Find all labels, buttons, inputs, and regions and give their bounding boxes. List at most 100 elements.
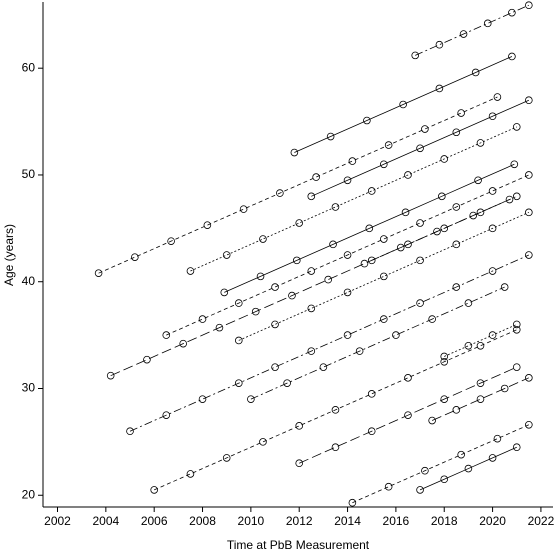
data-point <box>488 267 497 275</box>
y-tick-label: 20 <box>22 487 36 501</box>
data-point <box>428 416 436 425</box>
data-point <box>198 395 207 403</box>
series-line <box>415 4 529 56</box>
data-point <box>396 243 405 252</box>
data-point <box>186 267 195 275</box>
data-point <box>222 251 231 259</box>
data-point <box>380 235 388 243</box>
y-tick-label: 30 <box>22 381 36 395</box>
data-point <box>319 363 328 371</box>
data-point <box>416 299 424 307</box>
data-point <box>380 160 388 169</box>
data-point <box>234 299 243 307</box>
data-point <box>307 192 316 201</box>
data-point <box>276 189 284 197</box>
data-point <box>440 395 449 403</box>
data-point <box>500 384 509 393</box>
data-point <box>416 219 424 227</box>
data-point <box>203 221 212 229</box>
data-point <box>331 203 340 211</box>
y-axis-label: Age (years) <box>2 224 16 286</box>
data-point <box>234 336 243 345</box>
data-point <box>143 355 151 364</box>
data-point <box>452 128 461 137</box>
data-point <box>367 427 376 435</box>
data-point <box>198 315 207 323</box>
y-tick-label: 40 <box>22 274 36 288</box>
data-point <box>493 93 502 101</box>
data-point <box>251 307 260 316</box>
data-point <box>343 331 352 339</box>
data-point <box>483 19 492 28</box>
data-point <box>525 208 533 217</box>
data-point <box>162 331 171 339</box>
data-point <box>505 195 514 204</box>
data-point <box>271 363 279 371</box>
data-point <box>452 203 461 211</box>
data-point <box>150 486 158 494</box>
data-point <box>365 224 374 233</box>
data-point <box>512 192 521 201</box>
x-tick-label: 2006 <box>141 514 168 528</box>
data-point <box>307 267 316 275</box>
data-point <box>222 454 231 462</box>
data-point <box>312 173 320 181</box>
series-line <box>352 424 529 504</box>
series-line <box>294 56 513 153</box>
data-point <box>343 288 352 297</box>
series-line <box>431 377 529 421</box>
data-point <box>435 84 444 93</box>
data-point <box>329 240 337 249</box>
data-point <box>367 187 376 195</box>
data-point <box>440 224 449 233</box>
data-point <box>500 283 509 291</box>
data-point <box>421 466 429 475</box>
data-point <box>510 160 519 169</box>
data-point <box>512 123 521 131</box>
series-line <box>190 126 517 272</box>
data-point <box>106 371 115 380</box>
data-point <box>488 331 497 339</box>
data-point <box>464 341 473 350</box>
data-point <box>384 141 393 149</box>
data-point <box>416 144 424 153</box>
data-point <box>404 171 412 179</box>
data-point <box>247 395 255 403</box>
data-point <box>488 224 497 233</box>
data-point <box>131 253 139 261</box>
series-line <box>311 99 529 197</box>
data-point <box>360 259 369 268</box>
data-point <box>259 438 267 446</box>
data-point <box>512 363 521 371</box>
data-point <box>452 406 461 414</box>
y-tick-label: 50 <box>22 167 36 181</box>
data-point <box>512 320 521 329</box>
data-point <box>215 323 224 332</box>
data-point <box>392 331 400 339</box>
data-point <box>290 148 299 157</box>
data-point <box>380 315 388 323</box>
data-point <box>440 357 449 366</box>
data-point <box>476 139 485 147</box>
data-point <box>525 1 533 10</box>
data-point <box>307 347 316 355</box>
data-point <box>259 235 267 243</box>
data-point <box>459 30 468 38</box>
data-point <box>367 390 376 398</box>
data-point <box>401 208 410 217</box>
data-point <box>404 411 412 419</box>
x-tick-label: 2022 <box>528 514 555 528</box>
data-point <box>471 68 480 77</box>
data-point <box>94 269 103 277</box>
x-tick-label: 2014 <box>334 514 361 528</box>
series-line <box>110 199 510 377</box>
data-point <box>404 374 412 382</box>
data-point <box>283 379 291 387</box>
data-point <box>476 379 485 387</box>
data-point <box>179 339 187 348</box>
data-point <box>457 109 465 117</box>
data-point <box>162 411 171 419</box>
data-point <box>464 464 473 473</box>
